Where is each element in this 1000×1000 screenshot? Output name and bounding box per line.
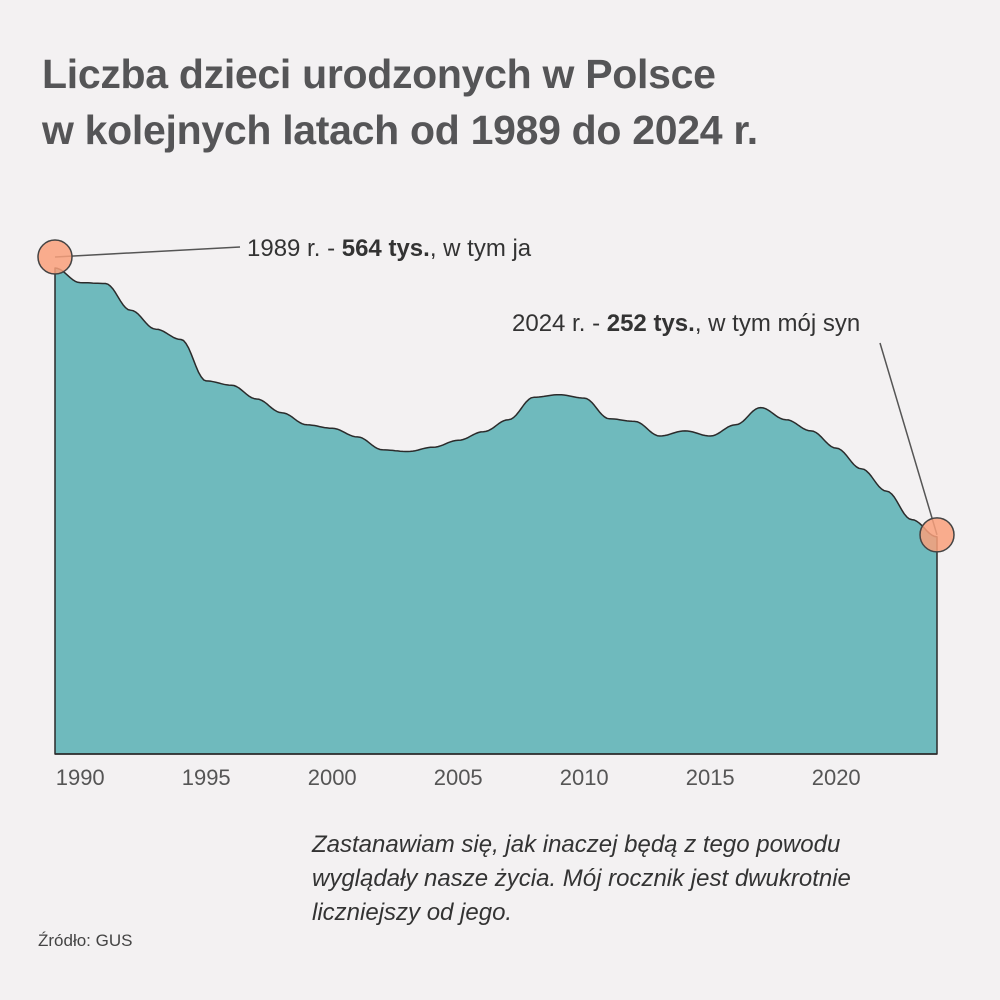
x-axis-ticks: 1990 1995 2000 2005 2010 2015 2020: [56, 765, 861, 790]
annotation-2024-value: 252 tys.: [606, 310, 695, 337]
chart-title: Liczba dzieci urodzonych w Polsce w kole…: [42, 46, 758, 158]
x-tick-label: 2020: [812, 765, 861, 790]
x-tick-label: 2010: [560, 765, 609, 790]
x-tick-label: 1995: [182, 765, 231, 790]
annotation-1989-suffix: , w tym ja: [429, 235, 532, 262]
x-tick-label: 2005: [434, 765, 483, 790]
x-tick-label: 2015: [686, 765, 735, 790]
annotation-2024-prefix: 2024 r. -: [512, 310, 607, 337]
title-line-2: w kolejnych latach od 1989 do 2024 r.: [42, 107, 758, 153]
title-line-1: Liczba dzieci urodzonych w Polsce: [42, 51, 716, 97]
x-tick-label: 2000: [308, 765, 357, 790]
author-note: Zastanawiam się, jak inaczej będą z tego…: [312, 831, 851, 926]
leader-line-1989: [54, 246, 241, 258]
births-area: [54, 267, 938, 755]
annotation-1989: 1989 r. - 564 tys., w tym ja: [247, 235, 531, 263]
annotation-2024-suffix: , w tym mój syn: [694, 310, 861, 337]
annotation-1989-value: 564 tys.: [341, 235, 430, 262]
annotation-1989-prefix: 1989 r. -: [247, 235, 342, 262]
marker-1989: [37, 239, 73, 275]
leader-line-2024: [879, 342, 938, 536]
x-tick-label: 1990: [56, 765, 105, 790]
marker-2024: [919, 517, 955, 553]
source-label: Źródło: GUS: [38, 931, 133, 950]
annotation-2024: 2024 r. - 252 tys., w tym mój syn: [512, 310, 860, 338]
